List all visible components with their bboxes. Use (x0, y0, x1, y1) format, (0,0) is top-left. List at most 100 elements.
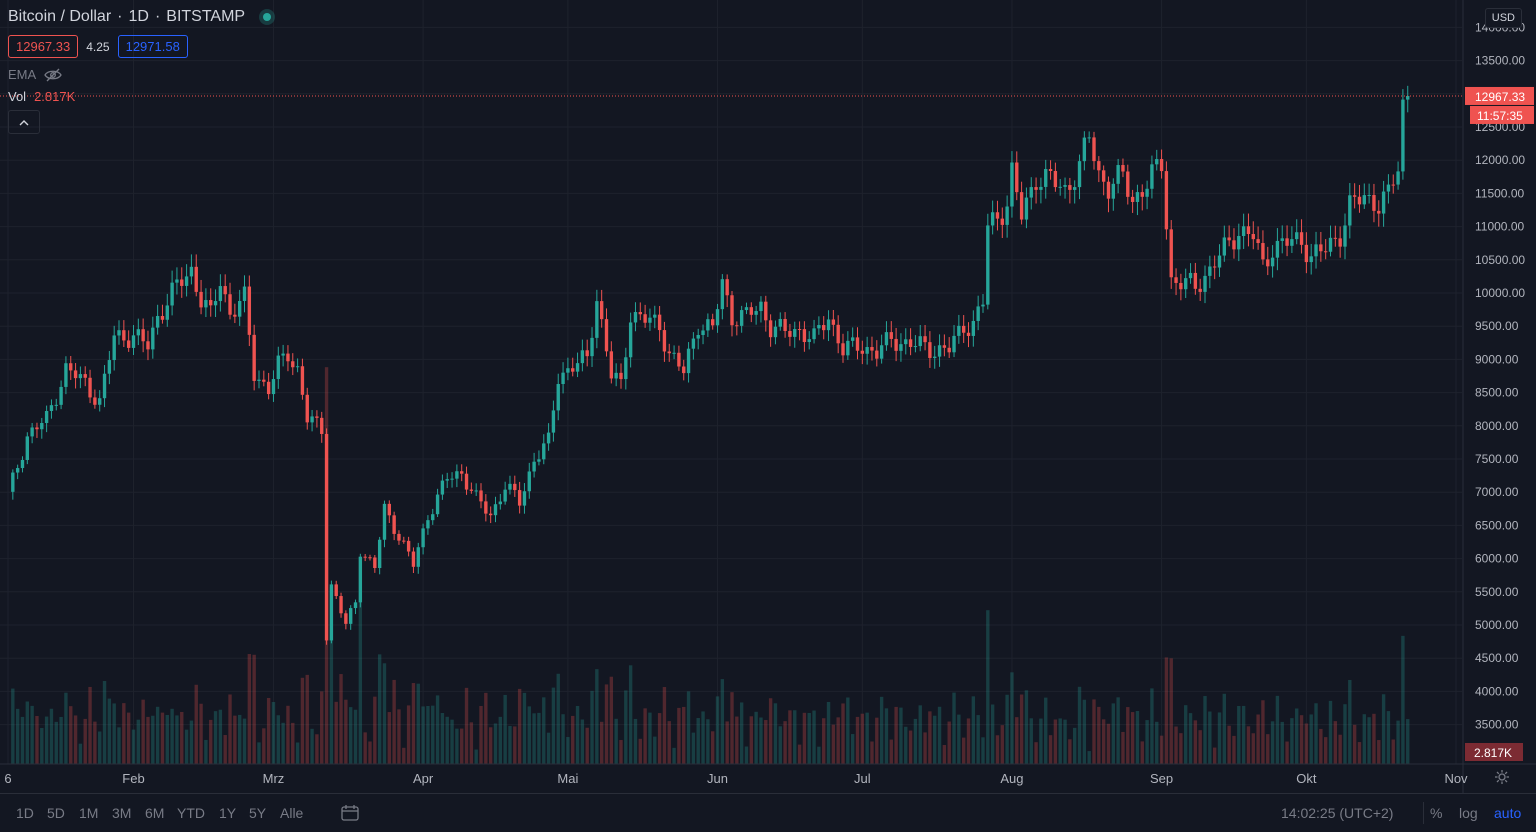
candle[interactable] (363, 556, 367, 558)
candle[interactable] (508, 483, 512, 490)
candle[interactable] (498, 501, 503, 505)
candle[interactable] (324, 433, 329, 641)
candle[interactable] (1381, 191, 1386, 214)
candle[interactable] (720, 279, 725, 310)
candle[interactable] (1082, 137, 1087, 162)
candle[interactable] (836, 324, 840, 344)
candle[interactable] (952, 335, 956, 353)
candle[interactable] (672, 352, 676, 354)
candle[interactable] (1029, 187, 1033, 198)
candle[interactable] (1048, 169, 1053, 172)
candle[interactable] (802, 329, 807, 343)
candle[interactable] (1217, 255, 1222, 268)
candle[interactable] (1338, 238, 1342, 247)
candle[interactable] (421, 528, 425, 548)
candle[interactable] (1333, 237, 1338, 239)
candle[interactable] (445, 479, 449, 481)
candle[interactable] (1232, 240, 1236, 250)
candle[interactable] (1275, 240, 1280, 258)
candle[interactable] (112, 335, 116, 361)
range-button-1m[interactable]: 1M (79, 805, 99, 821)
candle[interactable] (976, 306, 980, 321)
candle[interactable] (826, 319, 831, 331)
candle[interactable] (353, 602, 358, 609)
candle[interactable] (1179, 282, 1183, 290)
range-button-5y[interactable]: 5Y (249, 805, 267, 821)
candle[interactable] (315, 416, 319, 418)
candle[interactable] (986, 225, 990, 305)
candle[interactable] (146, 341, 150, 350)
candle[interactable] (706, 319, 710, 331)
candle[interactable] (667, 351, 671, 354)
candle[interactable] (1005, 206, 1009, 225)
candle[interactable] (107, 360, 112, 374)
candle[interactable] (387, 503, 391, 516)
candle[interactable] (1304, 244, 1309, 263)
candle[interactable] (735, 325, 739, 327)
candle[interactable] (1077, 161, 1082, 188)
candle[interactable] (783, 318, 787, 332)
candle[interactable] (155, 316, 160, 328)
candle[interactable] (725, 279, 729, 296)
candle[interactable] (551, 410, 556, 433)
candle[interactable] (619, 372, 623, 380)
eye-hidden-icon[interactable] (44, 68, 62, 82)
candle[interactable] (344, 613, 348, 624)
clock-timezone[interactable]: 14:02:25 (UTC+2) (1281, 805, 1394, 821)
candle[interactable] (778, 318, 782, 327)
candle[interactable] (561, 372, 565, 385)
candle[interactable] (1044, 169, 1048, 187)
candle[interactable] (850, 337, 855, 341)
candle[interactable] (286, 353, 290, 362)
candle[interactable] (604, 319, 609, 352)
candle[interactable] (426, 520, 430, 529)
candle[interactable] (1270, 257, 1275, 267)
candle[interactable] (1314, 244, 1318, 257)
candle[interactable] (416, 547, 420, 567)
candle[interactable] (151, 327, 155, 350)
candle[interactable] (527, 471, 531, 492)
candle[interactable] (971, 320, 976, 336)
candle[interactable] (831, 319, 836, 325)
candle[interactable] (406, 540, 411, 552)
candle[interactable] (59, 386, 63, 405)
candle[interactable] (1111, 183, 1115, 199)
candle[interactable] (1280, 238, 1284, 241)
gear-icon[interactable] (1494, 769, 1510, 785)
candle[interactable] (884, 332, 889, 346)
candle[interactable] (870, 347, 874, 351)
candle[interactable] (595, 301, 599, 338)
candle[interactable] (764, 301, 768, 321)
candle[interactable] (966, 332, 971, 336)
candle[interactable] (1352, 195, 1357, 197)
candle[interactable] (252, 334, 256, 381)
candle[interactable] (305, 394, 309, 423)
candle[interactable] (653, 314, 657, 318)
candle[interactable] (93, 397, 97, 405)
candle[interactable] (141, 329, 145, 342)
candle[interactable] (894, 338, 898, 351)
candle[interactable] (1092, 137, 1096, 162)
candle[interactable] (25, 436, 29, 460)
candle[interactable] (1377, 210, 1381, 214)
candle[interactable] (35, 427, 39, 430)
candle[interactable] (633, 312, 638, 323)
candle[interactable] (1323, 251, 1328, 253)
candle[interactable] (942, 345, 947, 348)
candle[interactable] (276, 355, 280, 380)
log-scale-button[interactable]: log (1459, 805, 1478, 821)
candle[interactable] (865, 347, 869, 354)
chart-pane[interactable]: 14000.0013500.0013000.0012500.0012000.00… (0, 0, 1536, 793)
candle[interactable] (1246, 226, 1251, 235)
candle[interactable] (788, 331, 792, 337)
candle[interactable] (291, 361, 295, 368)
candle[interactable] (266, 381, 271, 395)
candle[interactable] (768, 320, 773, 338)
candle[interactable] (131, 335, 136, 348)
candle[interactable] (377, 539, 382, 569)
candle[interactable] (1251, 234, 1255, 240)
candle[interactable] (1058, 186, 1062, 188)
candle[interactable] (1203, 275, 1207, 292)
candle[interactable] (1121, 165, 1125, 172)
candle[interactable] (1343, 225, 1347, 247)
